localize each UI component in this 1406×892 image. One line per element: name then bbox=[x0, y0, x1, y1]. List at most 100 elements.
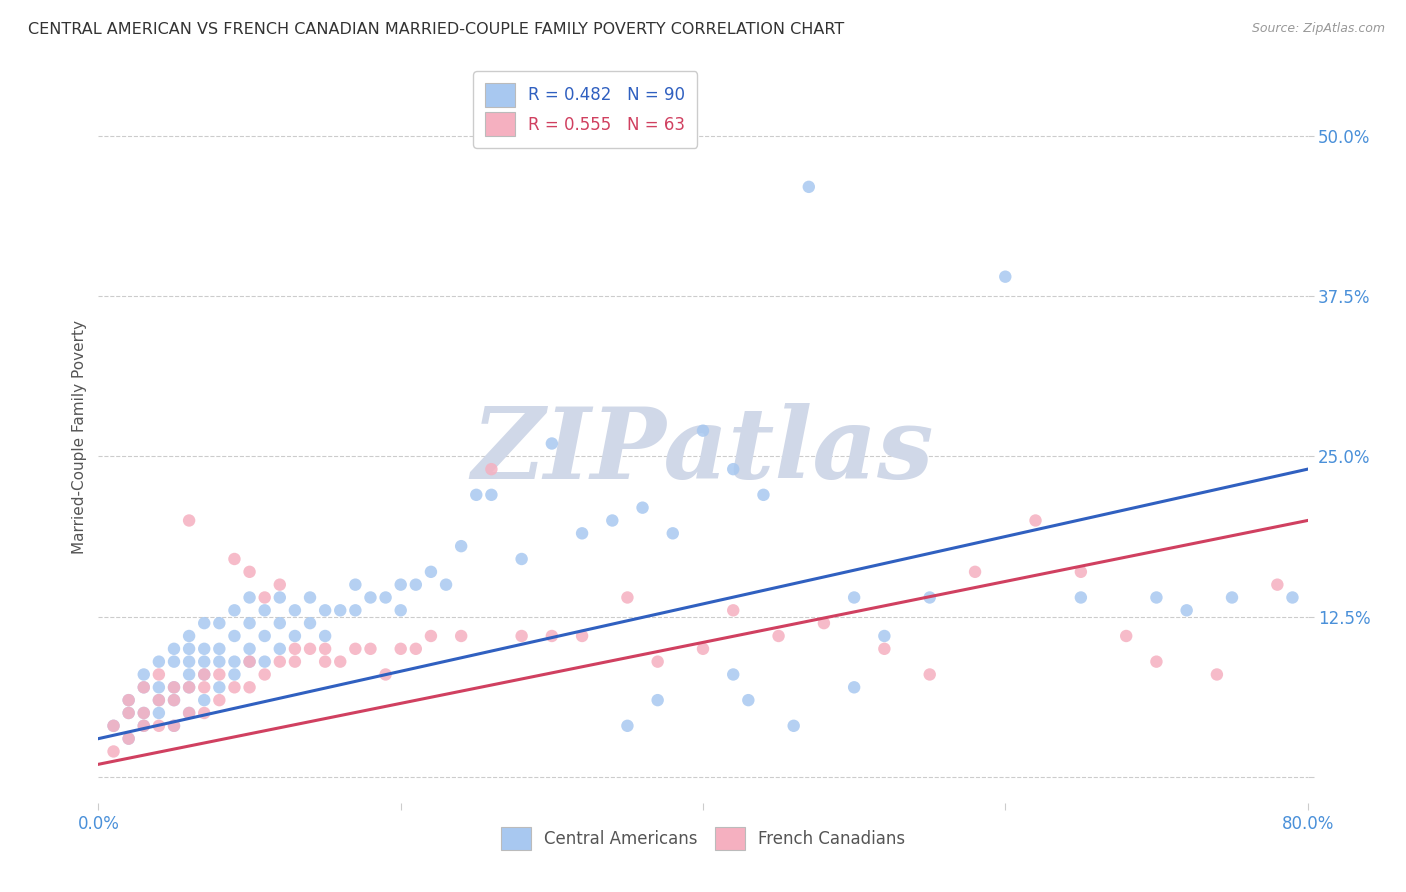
Point bbox=[148, 693, 170, 707]
Point bbox=[103, 719, 125, 733]
Point bbox=[360, 641, 382, 656]
Point bbox=[797, 179, 820, 194]
Point bbox=[374, 591, 396, 605]
Point bbox=[239, 565, 262, 579]
Point bbox=[132, 719, 155, 733]
Point bbox=[132, 719, 155, 733]
Point bbox=[239, 591, 262, 605]
Point bbox=[329, 603, 352, 617]
Point bbox=[723, 667, 745, 681]
Point bbox=[118, 731, 141, 746]
Point bbox=[1220, 591, 1243, 605]
Point bbox=[450, 629, 472, 643]
Point bbox=[571, 526, 593, 541]
Point bbox=[616, 591, 638, 605]
Point bbox=[269, 591, 291, 605]
Legend: Central Americans, French Canadians: Central Americans, French Canadians bbox=[491, 817, 915, 860]
Point bbox=[239, 641, 262, 656]
Point bbox=[994, 269, 1017, 284]
Point bbox=[179, 667, 201, 681]
Point bbox=[344, 603, 367, 617]
Point bbox=[148, 655, 170, 669]
Point bbox=[1070, 591, 1092, 605]
Point bbox=[163, 681, 186, 695]
Point bbox=[1144, 591, 1167, 605]
Point bbox=[918, 591, 941, 605]
Point bbox=[737, 693, 759, 707]
Point bbox=[510, 552, 533, 566]
Point bbox=[374, 667, 396, 681]
Point bbox=[450, 539, 472, 553]
Point bbox=[103, 744, 125, 758]
Point bbox=[1024, 514, 1046, 528]
Point bbox=[179, 641, 201, 656]
Point bbox=[389, 577, 412, 591]
Point bbox=[540, 629, 562, 643]
Point bbox=[1144, 655, 1167, 669]
Point bbox=[253, 603, 276, 617]
Point bbox=[616, 719, 638, 733]
Point bbox=[1206, 667, 1229, 681]
Point bbox=[224, 552, 246, 566]
Point bbox=[253, 655, 276, 669]
Point bbox=[163, 641, 186, 656]
Point bbox=[1281, 591, 1303, 605]
Point bbox=[179, 706, 201, 720]
Point bbox=[179, 655, 201, 669]
Point bbox=[253, 591, 276, 605]
Point bbox=[314, 641, 336, 656]
Point bbox=[239, 616, 262, 631]
Point bbox=[239, 655, 262, 669]
Point bbox=[148, 719, 170, 733]
Point bbox=[239, 681, 262, 695]
Point bbox=[132, 706, 155, 720]
Point bbox=[284, 655, 307, 669]
Point bbox=[179, 681, 201, 695]
Point bbox=[661, 526, 683, 541]
Point bbox=[148, 706, 170, 720]
Point bbox=[148, 667, 170, 681]
Point bbox=[193, 616, 215, 631]
Y-axis label: Married-Couple Family Poverty: Married-Couple Family Poverty bbox=[72, 320, 87, 554]
Point bbox=[148, 693, 170, 707]
Point bbox=[692, 424, 714, 438]
Point bbox=[132, 681, 155, 695]
Point bbox=[179, 629, 201, 643]
Point bbox=[344, 641, 367, 656]
Point bbox=[208, 681, 231, 695]
Point bbox=[118, 693, 141, 707]
Point bbox=[723, 462, 745, 476]
Point bbox=[253, 629, 276, 643]
Point bbox=[284, 629, 307, 643]
Point bbox=[692, 641, 714, 656]
Point bbox=[208, 667, 231, 681]
Point bbox=[405, 577, 427, 591]
Point bbox=[224, 629, 246, 643]
Point bbox=[360, 591, 382, 605]
Point bbox=[299, 616, 322, 631]
Point bbox=[540, 436, 562, 450]
Point bbox=[148, 681, 170, 695]
Point bbox=[329, 655, 352, 669]
Point bbox=[163, 655, 186, 669]
Point bbox=[873, 629, 896, 643]
Point bbox=[163, 693, 186, 707]
Point bbox=[269, 616, 291, 631]
Point bbox=[208, 655, 231, 669]
Point bbox=[193, 667, 215, 681]
Point bbox=[284, 603, 307, 617]
Point bbox=[193, 667, 215, 681]
Point bbox=[132, 681, 155, 695]
Point bbox=[420, 629, 443, 643]
Point bbox=[389, 641, 412, 656]
Point bbox=[224, 667, 246, 681]
Point bbox=[193, 693, 215, 707]
Point bbox=[1267, 577, 1289, 591]
Point bbox=[284, 641, 307, 656]
Point bbox=[208, 641, 231, 656]
Point bbox=[163, 719, 186, 733]
Point bbox=[344, 577, 367, 591]
Point bbox=[783, 719, 806, 733]
Point bbox=[132, 706, 155, 720]
Point bbox=[208, 616, 231, 631]
